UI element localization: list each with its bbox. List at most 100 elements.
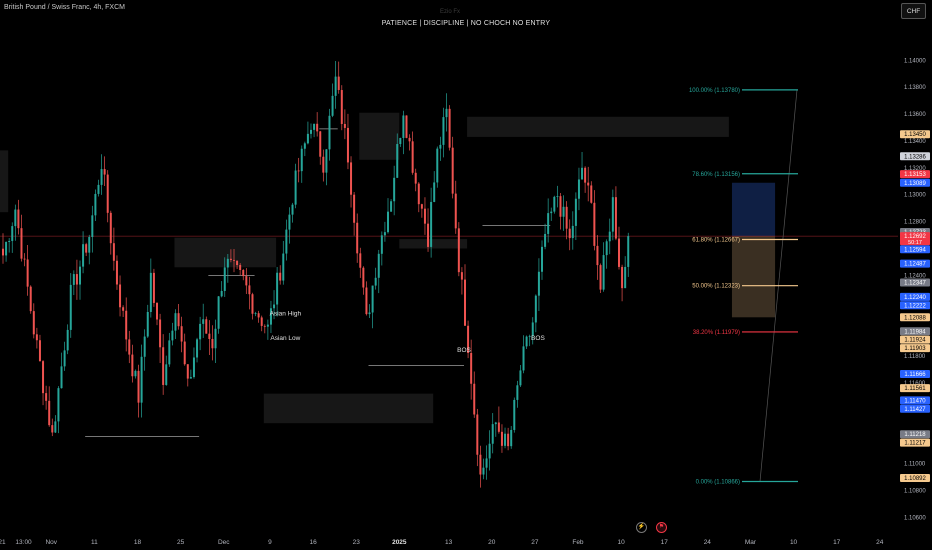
candle-body bbox=[11, 226, 14, 241]
candle-body bbox=[531, 322, 534, 337]
candle-body bbox=[442, 117, 445, 145]
lightning-icon[interactable]: ⚡ bbox=[636, 522, 647, 533]
candle-body bbox=[282, 253, 285, 281]
candle-body bbox=[393, 177, 396, 202]
chart-annotation: Asian High bbox=[270, 311, 302, 318]
candle-body bbox=[303, 143, 306, 149]
price-level-label: 1.13450 bbox=[904, 132, 926, 138]
current-price-label: 1.12692 bbox=[904, 234, 926, 240]
candle-body bbox=[159, 319, 162, 348]
candle-body bbox=[79, 266, 81, 285]
position-target-zone bbox=[731, 182, 776, 237]
time-tick-label: 13 bbox=[445, 539, 453, 546]
time-tick-label: 24 bbox=[704, 539, 712, 546]
candle-body bbox=[149, 272, 152, 312]
candle-body bbox=[365, 287, 368, 315]
time-tick-label: 18 bbox=[134, 539, 142, 546]
candle-body bbox=[396, 144, 399, 178]
candle-body bbox=[51, 425, 54, 433]
candle-body bbox=[513, 399, 516, 430]
time-tick-label: 17 bbox=[661, 539, 669, 546]
price-level-label: 1.11561 bbox=[904, 386, 926, 392]
candle-body bbox=[208, 333, 211, 339]
fib-level-label: 38.20% (1.11979) bbox=[693, 330, 740, 336]
candle-body bbox=[214, 328, 217, 349]
candle-body bbox=[20, 228, 23, 259]
candle-body bbox=[325, 149, 328, 173]
candle-body bbox=[146, 311, 149, 337]
candle-body bbox=[627, 236, 630, 267]
position-tool[interactable] bbox=[731, 182, 776, 318]
price-level-badge bbox=[900, 430, 930, 439]
candle-body bbox=[35, 334, 38, 341]
candle-body bbox=[470, 353, 473, 384]
candle-body bbox=[300, 148, 303, 172]
price-tick-label: 1.11600 bbox=[904, 381, 926, 387]
fib-level-label: 100.00% (1.13780) bbox=[689, 88, 740, 94]
candle-body bbox=[574, 198, 577, 226]
candle-body bbox=[276, 272, 279, 305]
candle-body bbox=[528, 336, 531, 337]
candle-body bbox=[152, 272, 155, 303]
current-price-badge bbox=[900, 232, 930, 246]
candle-body bbox=[192, 357, 195, 378]
candle-body bbox=[507, 433, 510, 447]
candle-body bbox=[88, 236, 91, 253]
candle-body bbox=[223, 267, 226, 291]
price-level-label: 1.12222 bbox=[904, 303, 926, 309]
candle-body bbox=[399, 137, 402, 145]
countdown-label: 50:17 bbox=[908, 240, 922, 246]
candle-body bbox=[525, 336, 528, 347]
currency-button[interactable]: CHF bbox=[901, 3, 926, 19]
candle-body bbox=[340, 90, 343, 124]
candle-body bbox=[82, 244, 85, 267]
price-level-label: 1.11666 bbox=[904, 372, 926, 378]
watermark: Ezio Fx bbox=[440, 9, 461, 15]
candle-body bbox=[534, 295, 537, 323]
candle-body bbox=[368, 312, 371, 315]
candle-body bbox=[23, 258, 26, 260]
price-level-label: 1.13153 bbox=[904, 172, 926, 178]
candle-body bbox=[294, 170, 297, 205]
candle-body bbox=[251, 294, 254, 314]
fibonacci-retracement[interactable]: 100.00% (1.13780) 78.60% (1.13156) 61.80% … bbox=[689, 88, 798, 486]
candle-body bbox=[562, 206, 565, 217]
price-axis[interactable]: 1.14000 1.13800 1.13600 1.13400 1.13200 1.130… bbox=[900, 58, 930, 521]
order-block-zone bbox=[359, 112, 400, 160]
candle-body bbox=[140, 356, 143, 403]
candle-body bbox=[183, 341, 186, 365]
event-flag-icon[interactable]: ⚑ bbox=[656, 522, 667, 533]
candle-body bbox=[122, 307, 125, 311]
candle-body bbox=[217, 296, 220, 329]
fib-level-label: 61.80% (1.12667) bbox=[692, 237, 740, 243]
chart-annotation: BOS bbox=[457, 347, 471, 354]
price-level-label: 1.11924 bbox=[904, 338, 926, 344]
candle-body bbox=[618, 238, 620, 267]
candle-body bbox=[414, 172, 417, 184]
price-tick-label: 1.13800 bbox=[904, 85, 926, 91]
candle-body bbox=[473, 383, 476, 415]
candle-body bbox=[229, 258, 232, 260]
symbol-title[interactable]: British Pound / Swiss Franc, 4h, FXCM bbox=[4, 4, 125, 11]
candle-body bbox=[390, 201, 393, 212]
time-tick-label: 25 bbox=[177, 539, 185, 546]
candlesticks bbox=[2, 61, 630, 488]
time-tick-label: 13:00 bbox=[15, 539, 32, 546]
position-stop-zone bbox=[731, 236, 776, 318]
candle-body bbox=[482, 467, 485, 475]
time-axis[interactable]: 21 13:00 Nov 11 18 25 Dec 9 16 23 2025 13 20 27 Feb 10 1… bbox=[0, 539, 884, 546]
price-level-label: 1.12594 bbox=[904, 247, 926, 253]
candle-body bbox=[211, 338, 214, 349]
price-level-badge bbox=[900, 292, 930, 301]
time-tick-label: Feb bbox=[572, 539, 584, 546]
price-level-badge bbox=[900, 301, 930, 310]
annotations: Asian High Asian Low BOS BOS bbox=[270, 311, 546, 354]
candle-body bbox=[288, 214, 291, 230]
candle-body bbox=[581, 167, 584, 180]
time-tick-label: 23 bbox=[353, 539, 361, 546]
time-tick-label: 27 bbox=[531, 539, 539, 546]
time-tick-label: 20 bbox=[488, 539, 496, 546]
candle-body bbox=[313, 123, 316, 130]
